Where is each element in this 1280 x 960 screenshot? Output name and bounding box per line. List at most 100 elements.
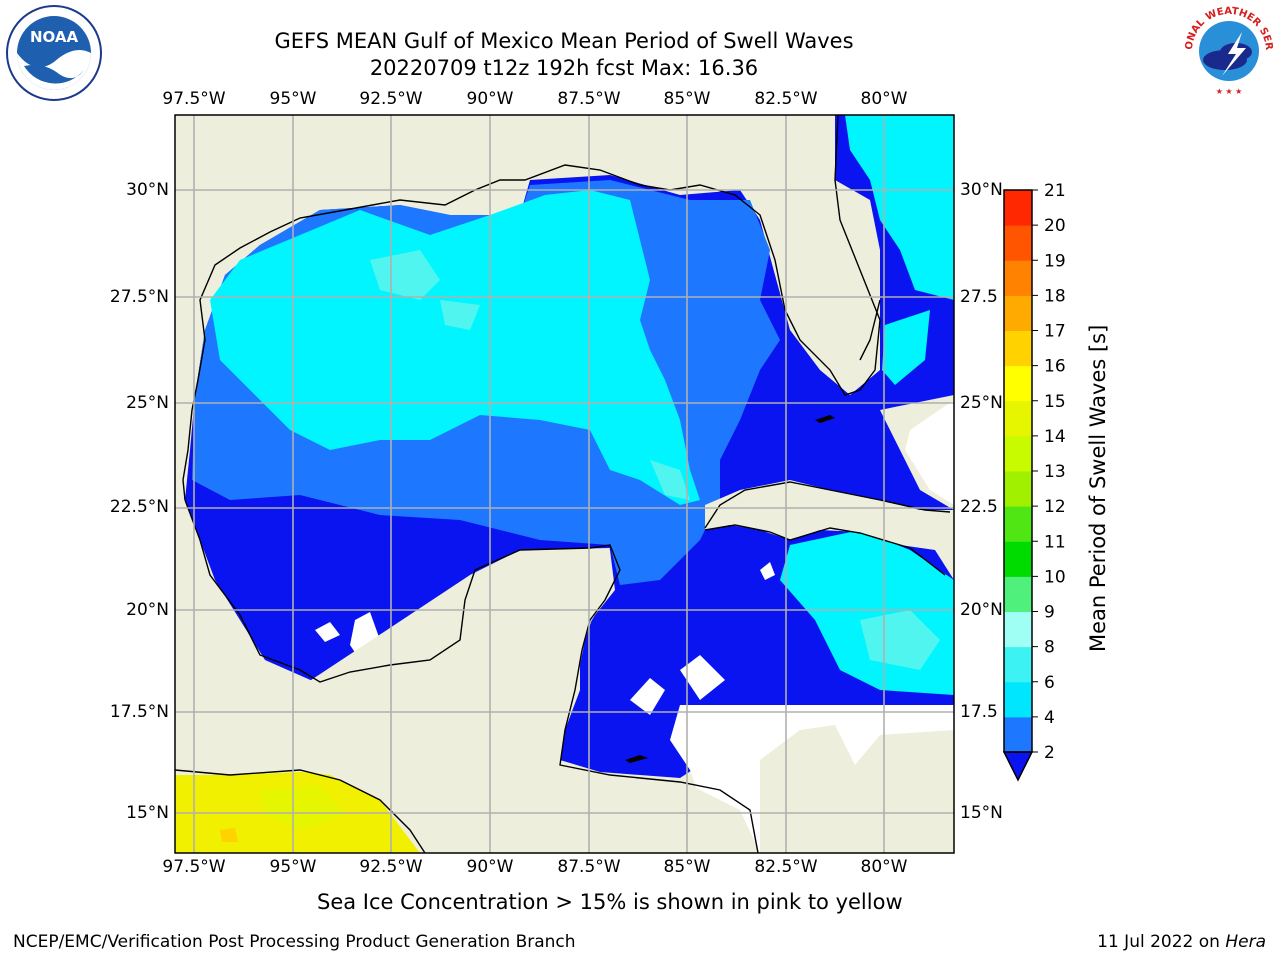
noaa-logo: NOAA <box>6 5 102 101</box>
lon-tick-bottom: 87.5°W <box>557 857 621 877</box>
lat-tick-right: 17.5 <box>960 702 998 722</box>
colorbar-segment <box>1004 330 1032 367</box>
colorbar-segment <box>1004 506 1032 542</box>
lat-tick-left: 30°N <box>126 180 169 200</box>
colorbar-segment <box>1004 716 1032 753</box>
colorbar-segment <box>1004 611 1032 648</box>
footer-date: 11 Jul 2022 on Hera <box>1097 932 1266 952</box>
island <box>625 755 648 763</box>
gulf-light-patch <box>440 300 480 330</box>
chart-title-line2: 20220709 t12z 192h fcst Max: 16.36 <box>369 56 759 80</box>
colorbar-segment <box>1004 260 1032 296</box>
chart-title-line1: GEFS MEAN Gulf of Mexico Mean Period of … <box>274 29 854 53</box>
colorbar-segment <box>1004 646 1032 683</box>
noaa-logo-text: NOAA <box>30 28 79 46</box>
colorbar-segment <box>1004 225 1032 261</box>
lon-tick-top: 80°W <box>860 89 908 109</box>
coastline <box>184 499 759 853</box>
lat-tick-right: 25°N <box>960 393 1003 413</box>
colorbar-tick-label: 6 <box>1044 673 1055 693</box>
colorbar-tick-label: 20 <box>1044 216 1066 236</box>
colorbar-tick-label: 21 <box>1044 181 1066 201</box>
lon-tick-top: 92.5°W <box>359 89 423 109</box>
colorbar-tick-label: 4 <box>1044 708 1055 728</box>
colorbar-segment <box>1004 576 1032 612</box>
map-plot-area <box>175 115 954 853</box>
gulf-light-patch <box>650 460 690 500</box>
colorbar-tick-label: 2 <box>1044 743 1055 763</box>
coastline <box>182 115 881 501</box>
colorbar-segment <box>1004 365 1032 402</box>
lon-tick-top: 95°W <box>269 89 317 109</box>
colorbar-segment <box>1004 681 1032 718</box>
colorbar-tick-label: 8 <box>1044 638 1055 658</box>
sea-ice-yellow-dark <box>220 828 238 842</box>
graticule <box>175 115 954 853</box>
atlantic-cyan-region <box>882 310 930 385</box>
lat-tick-left: 17.5°N <box>109 702 169 722</box>
coastline <box>175 769 426 853</box>
lon-tick-bottom: 82.5°W <box>754 857 818 877</box>
lon-tick-bottom: 95°W <box>269 857 317 877</box>
lon-tick-bottom: 80°W <box>860 857 908 877</box>
lon-tick-top: 82.5°W <box>754 89 818 109</box>
sea-ice-yellow-light <box>260 785 345 830</box>
colorbar-tick-label: 12 <box>1044 497 1066 517</box>
lon-tick-bottom: 97.5°W <box>162 857 226 877</box>
svg-text:★ ★ ★: ★ ★ ★ <box>1216 87 1243 96</box>
lon-tick-bottom: 92.5°W <box>359 857 423 877</box>
colorbar-extend-triangle <box>1002 751 1034 782</box>
nodata-patch <box>905 400 954 505</box>
colorbar-tick-label: 19 <box>1044 251 1066 271</box>
island <box>815 415 835 423</box>
colorbar-segment <box>1004 400 1032 437</box>
colorbar: 2 4 6 8 9 10 11 12 13 14 15 16 17 18 19 20 21 <box>1002 181 1066 782</box>
colorbar-segment <box>1004 541 1032 577</box>
gulf-light-patch <box>370 250 440 300</box>
lon-tick-bottom: 85°W <box>663 857 711 877</box>
lat-tick-left: 15°N <box>126 803 169 823</box>
lon-tick-bottom: 90°W <box>466 857 514 877</box>
lat-tick-left: 27.5°N <box>109 287 169 307</box>
nodata-patch <box>680 655 725 700</box>
lon-tick-top: 90°W <box>466 89 514 109</box>
colorbar-segment <box>1004 471 1032 507</box>
lat-tick-right: 20°N <box>960 600 1003 620</box>
lat-tick-right: 22.5 <box>960 497 998 517</box>
lon-tick-top: 85°W <box>663 89 711 109</box>
lat-tick-right: 27.5 <box>960 287 998 307</box>
cuba-land <box>705 480 954 580</box>
colorbar-segment <box>1004 190 1032 226</box>
colorbar-tick-label: 17 <box>1044 322 1066 342</box>
footer-date-text: 11 Jul 2022 on <box>1097 932 1226 952</box>
nws-logo: NATIONAL WEATHER SERVICE ★ ★ ★ <box>1180 2 1276 98</box>
atlantic-cyan-region <box>845 115 954 300</box>
colorbar-tick-label: 10 <box>1044 567 1066 587</box>
colorbar-title: Mean Period of Swell Waves [s] <box>1086 324 1110 652</box>
colorbar-segment <box>1004 435 1032 472</box>
nodata-patch <box>630 678 665 715</box>
nodata-patch <box>315 622 340 642</box>
footer-credit: NCEP/EMC/Verification Post Processing Pr… <box>13 932 576 952</box>
colorbar-tick-label: 18 <box>1044 286 1066 306</box>
colorbar-tick-label: 14 <box>1044 427 1066 447</box>
lat-tick-right: 15°N <box>960 803 1003 823</box>
colorbar-tick-label: 13 <box>1044 462 1066 482</box>
gulf-cyan-region <box>210 190 700 505</box>
colorbar-segment <box>1004 295 1032 331</box>
colorbar-tick-label: 16 <box>1044 357 1066 377</box>
colorbar-tick-label: 11 <box>1044 532 1066 552</box>
lat-tick-right: 30°N <box>960 180 1003 200</box>
sea-ice-note: Sea Ice Concentration > 15% is shown in … <box>317 890 903 914</box>
nodata-patch <box>350 612 380 660</box>
caribbean-light-patch <box>860 610 940 670</box>
coastline <box>859 299 881 361</box>
lat-tick-left: 25°N <box>126 393 169 413</box>
map-frame <box>174 114 955 854</box>
footer-host: Hera <box>1225 932 1266 952</box>
lat-tick-left: 22.5°N <box>109 497 169 517</box>
lon-tick-top: 87.5°W <box>557 89 621 109</box>
lon-tick-top: 97.5°W <box>162 89 226 109</box>
colorbar-tick-label: 9 <box>1044 603 1055 623</box>
